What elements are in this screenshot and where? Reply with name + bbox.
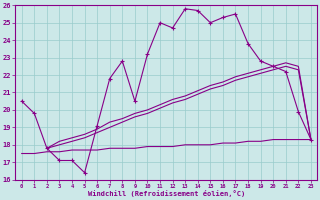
X-axis label: Windchill (Refroidissement éolien,°C): Windchill (Refroidissement éolien,°C) — [88, 190, 245, 197]
